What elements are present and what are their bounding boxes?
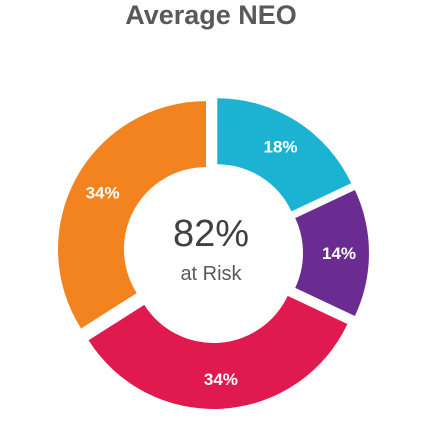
chart-title: Average NEO (125, 0, 297, 30)
donut-slice-4 (57, 101, 206, 329)
donut-slice-label-4: 34% (86, 183, 120, 202)
donut-slice-labels: 18% 14% 34% 34% (86, 138, 356, 389)
donut-slice-3 (88, 295, 348, 409)
donut-slice-2 (295, 189, 369, 317)
donut-slices (57, 98, 369, 409)
donut-slice-1 (217, 98, 352, 212)
center-caption: at Risk (180, 263, 242, 285)
donut-slice-label-2: 14% (322, 244, 356, 263)
donut-slice-label-1: 18% (263, 138, 297, 157)
donut-slice-label-3: 34% (204, 370, 238, 389)
center-value: 82% (173, 213, 249, 255)
